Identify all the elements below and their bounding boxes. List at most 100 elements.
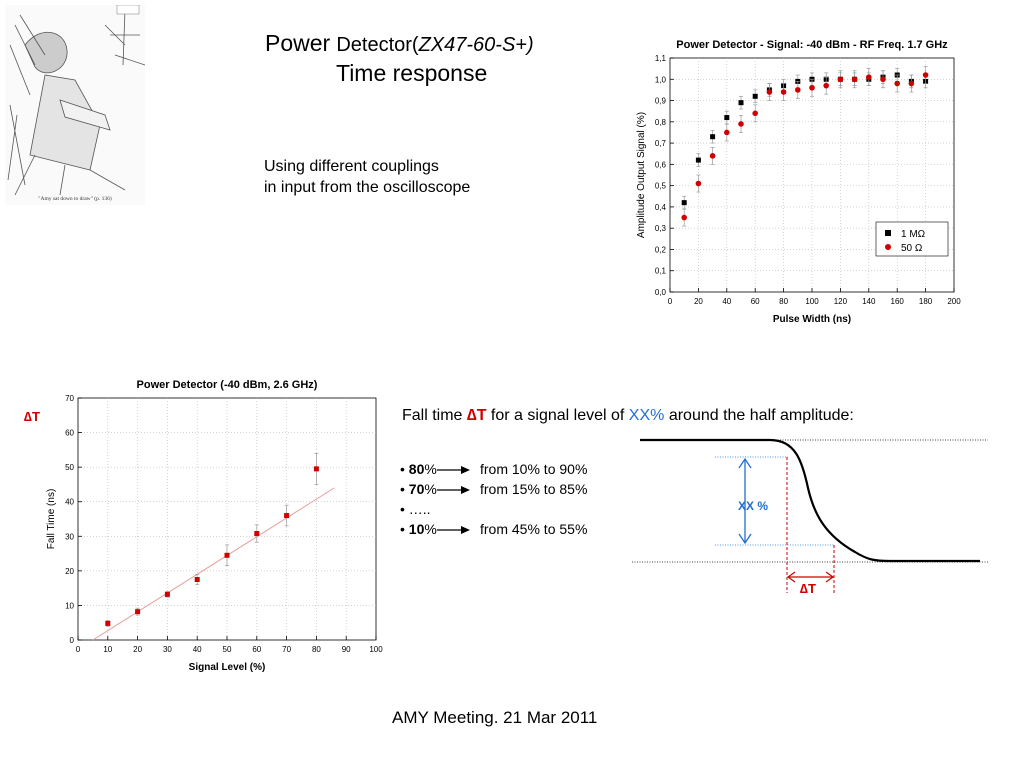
- y-tick-label: 0,6: [655, 160, 667, 169]
- description-line-1: Using different couplings: [264, 158, 439, 175]
- data-point: [710, 134, 716, 140]
- data-point: [709, 153, 716, 159]
- footer-text: AMY Meeting. 21 Mar 2011: [392, 708, 598, 727]
- fall-text-xx: XX%: [628, 407, 665, 424]
- data-point: [837, 76, 844, 83]
- data-point: [823, 82, 829, 89]
- x-tick-label: 120: [834, 297, 848, 306]
- data-point: [194, 577, 200, 582]
- x-tick-label: 140: [862, 297, 876, 306]
- x-tick-label: 0: [76, 645, 81, 654]
- bullet-range: from 45% to 55%: [480, 521, 588, 537]
- bullet-unit: %: [424, 461, 437, 477]
- x-axis-label: Pulse Width (ns): [773, 314, 851, 325]
- fall-text-mid: for a signal level of: [490, 407, 625, 424]
- data-point: [752, 93, 758, 99]
- x-tick-label: 60: [252, 645, 261, 654]
- dt-arrow: [786, 571, 835, 583]
- data-point: [164, 591, 170, 597]
- bullet-row: • 70% from 15% to 85%: [400, 481, 588, 497]
- data-point: [752, 110, 758, 117]
- right-arrow-icon: [436, 526, 470, 535]
- fall-text-suffix: around the half amplitude:: [668, 407, 854, 424]
- delta-t-label: ∆T: [24, 409, 40, 424]
- bullet-range: from 15% to 85%: [480, 481, 588, 497]
- x-tick-label: 160: [891, 297, 905, 306]
- fall-time-vs-signal-level-chart: Power Detector (-40 dBm, 2.6 GHz) 0 10 20 30…: [46, 379, 383, 673]
- legend-box: [875, 221, 949, 257]
- data-point: [738, 100, 744, 106]
- data-point: [738, 121, 744, 127]
- x-tick-label: 30: [163, 645, 172, 654]
- y-tick-label: 0,2: [655, 245, 667, 254]
- sketch-caption: "Amy sat down to draw" (p. 136): [38, 195, 112, 202]
- y-tick-label: 30: [65, 532, 74, 541]
- falling-edge-curve: [640, 438, 980, 563]
- x-axis-label: Signal Level (%): [189, 662, 266, 673]
- x-tick-label: 40: [193, 645, 202, 654]
- y-axis-label: Amplitude Output Signal (%): [636, 112, 647, 238]
- data-point: [313, 466, 319, 472]
- data-point: [224, 552, 230, 558]
- girl-drawing-sketch-image: "Amy sat down to draw" (p. 136): [5, 5, 145, 205]
- x-tick-label: 60: [751, 297, 760, 306]
- legend-entry: 1 MΩ: [901, 229, 926, 240]
- slide-title: Power Detector(ZX47-60-S+): [265, 30, 534, 58]
- description-line-2: in input from the oscilloscope: [264, 179, 471, 196]
- data-point: [724, 129, 730, 136]
- data-point: [105, 620, 111, 626]
- x-tick-label: 80: [779, 297, 788, 306]
- y-tick-label: 1,0: [655, 75, 667, 84]
- amplitude-vs-pulse-width-chart: Power Detector - Signal: -40 dBm - RF Fr…: [636, 39, 961, 325]
- x-tick-label: 90: [342, 645, 351, 654]
- bullet-pct: 80: [408, 461, 425, 477]
- x-tick-label: 100: [369, 645, 383, 654]
- fall-time-diagram: XX % ∆T: [632, 438, 988, 596]
- x-tick-label: 50: [223, 645, 232, 654]
- y-tick-label: 0,9: [655, 97, 667, 106]
- data-point: [254, 531, 260, 537]
- description: Using different couplings in input from …: [264, 156, 470, 198]
- x-tick-label: 70: [282, 645, 291, 654]
- y-tick-label: 20: [65, 567, 74, 576]
- data-point: [135, 609, 141, 615]
- data-point: [809, 84, 815, 91]
- bullet-ellipsis: …..: [408, 501, 431, 517]
- data-point: [908, 80, 915, 87]
- legend-marker: [885, 244, 891, 250]
- bullet-range: from 10% to 90%: [480, 461, 588, 477]
- bullet-pct: 10: [408, 521, 425, 537]
- chart-title: Power Detector - Signal: -40 dBm - RF Fr…: [676, 39, 948, 51]
- dt-diagram-label: ∆T: [800, 581, 816, 596]
- y-axis-label: Fall Time (ns): [46, 489, 57, 550]
- data-point: [780, 89, 787, 95]
- data-point: [894, 80, 900, 87]
- data-point: [866, 74, 872, 80]
- data-point: [851, 76, 858, 83]
- data-point: [922, 72, 929, 78]
- data-point: [695, 180, 702, 187]
- slide-subtitle: Time response: [336, 60, 488, 86]
- level-bullet-list: • 80% from 10% to 90% • 70% from 15% to 85…: [400, 459, 588, 539]
- bullet-pct: 70: [408, 481, 425, 497]
- bullet-row: • 10% from 45% to 55%: [400, 521, 588, 537]
- x-tick-label: 0: [668, 297, 673, 306]
- y-tick-label: 0,0: [655, 288, 667, 297]
- xx-arrow: [738, 457, 752, 545]
- x-tick-label: 10: [103, 645, 112, 654]
- data-point: [695, 157, 701, 163]
- data-point: [880, 76, 886, 83]
- y-tick-label: 0,4: [655, 203, 667, 212]
- y-tick-label: 60: [65, 429, 74, 438]
- data-point: [681, 200, 687, 206]
- bullet-row: • …..: [400, 501, 431, 517]
- x-tick-label: 40: [722, 297, 731, 306]
- y-tick-label: 10: [65, 601, 74, 610]
- y-tick-label: 40: [65, 498, 74, 507]
- data-point: [795, 87, 801, 93]
- x-tick-label: 200: [947, 297, 961, 306]
- right-arrow-icon: [436, 466, 470, 475]
- x-tick-label: 80: [312, 645, 321, 654]
- bullet-row: • 80% from 10% to 90%: [400, 461, 588, 477]
- y-tick-label: 70: [65, 394, 74, 403]
